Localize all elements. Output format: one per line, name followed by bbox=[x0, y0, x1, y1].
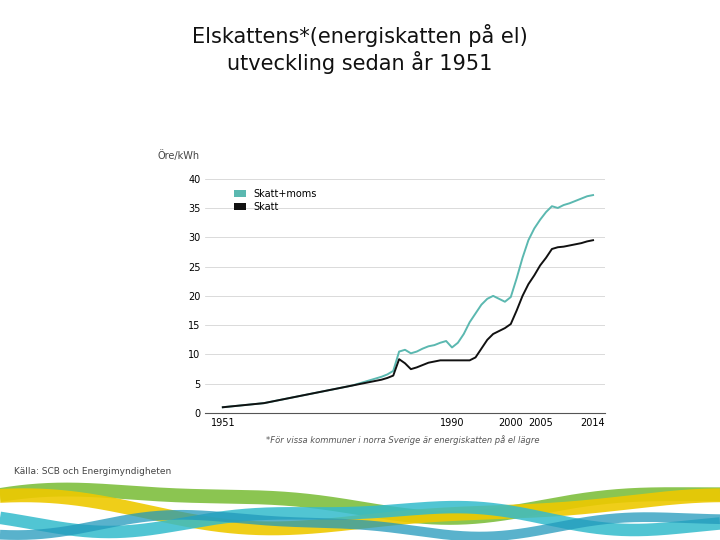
Text: *För vissa kommuner i norra Sverige är energiskatten på el lägre: *För vissa kommuner i norra Sverige är e… bbox=[266, 435, 540, 444]
Text: Källa: SCB och Energimyndigheten: Källa: SCB och Energimyndigheten bbox=[14, 467, 171, 476]
Text: Öre/kWh: Öre/kWh bbox=[157, 150, 199, 161]
Text: Elskattens*(energiskatten på el): Elskattens*(energiskatten på el) bbox=[192, 24, 528, 48]
Text: utveckling sedan år 1951: utveckling sedan år 1951 bbox=[228, 51, 492, 75]
Legend: Skatt+moms, Skatt: Skatt+moms, Skatt bbox=[230, 185, 320, 215]
